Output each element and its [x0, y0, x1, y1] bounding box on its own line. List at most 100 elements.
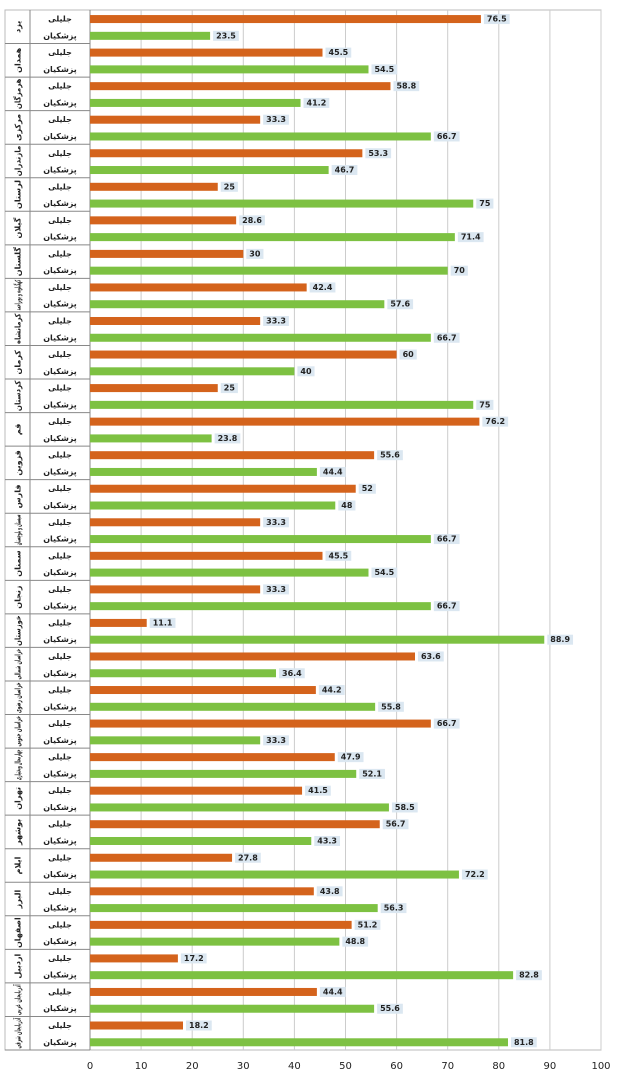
bar	[90, 98, 301, 107]
series-label: پزشکیان	[43, 300, 77, 309]
value-label: 54.5	[374, 568, 394, 577]
series-label: پزشکیان	[43, 501, 77, 510]
bar	[90, 769, 357, 778]
value-label: 57.6	[390, 300, 410, 309]
value-label: 75	[479, 199, 491, 208]
series-label: جلیلی	[48, 686, 72, 695]
series-label: جلیلی	[48, 518, 72, 527]
bar	[90, 635, 545, 644]
series-label: جلیلی	[48, 920, 72, 929]
value-label-bg	[318, 685, 345, 696]
series-label: پزشکیان	[43, 132, 77, 141]
province-label: همدان	[14, 47, 23, 73]
series-label: جلیلی	[48, 417, 72, 426]
bar	[90, 249, 244, 258]
bar	[90, 266, 448, 275]
x-tick-label: 100	[591, 1061, 610, 1072]
series-label: جلیلی	[48, 149, 72, 158]
value-label-bg	[371, 64, 398, 75]
province-label: هرمزگان	[13, 78, 23, 109]
value-label-bg	[342, 936, 369, 947]
province-label: کردستان	[14, 380, 23, 411]
bar	[90, 115, 261, 124]
value-label-bg	[433, 332, 460, 343]
province-label: لرستان	[14, 180, 23, 209]
bar	[90, 652, 415, 661]
value-label: 44.4	[323, 467, 343, 476]
value-label: 58.5	[395, 803, 415, 812]
series-label: جلیلی	[48, 618, 72, 627]
value-label-bg	[377, 450, 403, 461]
value-label: 23.8	[218, 434, 238, 443]
series-label: جلیلی	[48, 954, 72, 963]
value-label-bg	[382, 819, 409, 830]
bar	[90, 836, 312, 845]
value-label: 25	[224, 384, 236, 393]
value-label-bg	[476, 198, 494, 209]
series-label: پزشکیان	[43, 904, 77, 913]
value-label: 17.2	[184, 954, 204, 963]
bar	[90, 166, 329, 175]
value-label-bg	[246, 248, 264, 259]
province-label: مازندران	[14, 146, 23, 177]
bar	[90, 937, 340, 946]
value-label: 55.6	[380, 1004, 400, 1013]
bar	[90, 333, 431, 342]
value-label: 58.8	[396, 82, 416, 91]
series-label: جلیلی	[48, 484, 72, 493]
series-label: پزشکیان	[43, 367, 77, 376]
value-label: 44.2	[322, 686, 342, 695]
bar	[90, 803, 389, 812]
series-label: جلیلی	[48, 182, 72, 191]
value-label: 66.7	[437, 132, 457, 141]
value-label: 81.8	[514, 1038, 534, 1047]
province-label: بوشهر	[14, 819, 23, 846]
series-label: پزشکیان	[43, 233, 77, 242]
value-label: 55.8	[381, 702, 401, 711]
bar	[90, 1038, 508, 1047]
bar	[90, 753, 335, 762]
x-tick-label: 0	[87, 1061, 93, 1072]
series-label: پزشکیان	[43, 736, 77, 745]
value-label-bg	[516, 970, 542, 981]
x-tick-label: 30	[237, 1061, 250, 1072]
value-label: 66.7	[437, 602, 457, 611]
series-label: جلیلی	[48, 652, 72, 661]
value-label-bg	[433, 601, 460, 612]
value-label-bg	[391, 802, 418, 813]
series-label: جلیلی	[48, 115, 72, 124]
value-label: 82.8	[519, 971, 539, 980]
value-label-bg	[338, 500, 356, 511]
value-label: 11.1	[153, 618, 173, 627]
value-label: 66.7	[437, 333, 457, 342]
bar	[90, 719, 431, 728]
value-label: 51.2	[358, 920, 378, 929]
value-label-bg	[358, 483, 376, 494]
value-label-bg	[303, 97, 330, 108]
x-tick-label: 40	[288, 1061, 301, 1072]
series-label: پزشکیان	[43, 434, 77, 443]
x-tick-label: 90	[544, 1061, 557, 1072]
value-label: 28.6	[242, 216, 262, 225]
series-label: پزشکیان	[43, 971, 77, 980]
bar	[90, 15, 481, 24]
value-label: 18.2	[189, 1021, 209, 1030]
value-label-bg	[457, 232, 484, 243]
value-label: 33.3	[266, 736, 286, 745]
value-label: 52	[362, 484, 373, 493]
value-label-bg	[325, 550, 352, 561]
series-label: پزشکیان	[43, 669, 77, 678]
bar	[90, 686, 316, 695]
value-label: 30	[249, 249, 261, 258]
x-tick-label: 70	[441, 1061, 454, 1072]
series-label: جلیلی	[48, 786, 72, 795]
value-label: 72.2	[465, 870, 485, 879]
value-label-bg	[433, 718, 460, 729]
province-label: خراسان شمالی	[14, 649, 23, 680]
series-label: پزشکیان	[43, 702, 77, 711]
value-label-bg	[483, 14, 510, 25]
value-label-bg	[297, 366, 315, 377]
series-label: پزشکیان	[43, 1004, 77, 1013]
province-label: گیلان	[13, 217, 23, 238]
